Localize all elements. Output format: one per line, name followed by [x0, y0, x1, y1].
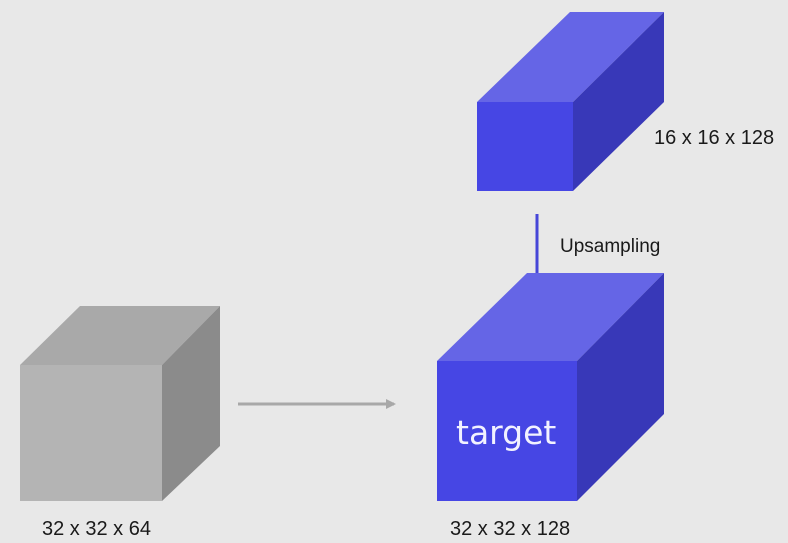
target-block-front-face — [437, 361, 577, 501]
gray-block — [20, 306, 220, 501]
gray-block-front-face — [20, 365, 162, 501]
target-block-side-face — [577, 273, 664, 501]
gray-block-label: 32 x 32 x 64 — [42, 518, 151, 540]
target-block — [437, 273, 664, 501]
target-block-label: 32 x 32 x 128 — [450, 518, 570, 540]
target-face-label: target — [456, 413, 556, 452]
target-block-top-face — [437, 273, 664, 361]
gray-block-top-face — [20, 306, 220, 365]
small-blue-block-label: 16 x 16 x 128 — [654, 127, 774, 149]
upsampling-label: Upsampling — [560, 236, 660, 257]
small-blue-block-side-face — [573, 12, 664, 191]
small-blue-block — [477, 12, 664, 191]
gray-block-side-face — [162, 306, 220, 501]
small-blue-block-front-face — [477, 102, 573, 191]
small-blue-block-top-face — [477, 12, 664, 102]
